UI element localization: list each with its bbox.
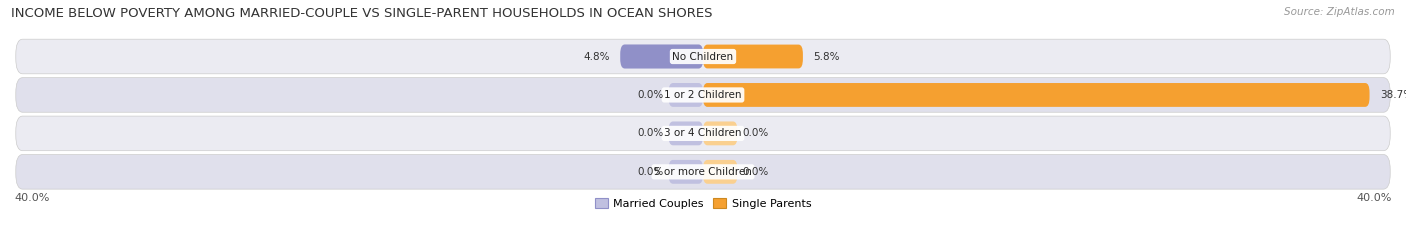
Legend: Married Couples, Single Parents: Married Couples, Single Parents: [591, 194, 815, 213]
FancyBboxPatch shape: [620, 45, 703, 69]
FancyBboxPatch shape: [703, 160, 738, 184]
Text: 40.0%: 40.0%: [14, 193, 49, 203]
FancyBboxPatch shape: [703, 83, 1369, 107]
Text: 1 or 2 Children: 1 or 2 Children: [664, 90, 742, 100]
Text: Source: ZipAtlas.com: Source: ZipAtlas.com: [1284, 7, 1395, 17]
FancyBboxPatch shape: [703, 45, 803, 69]
FancyBboxPatch shape: [669, 160, 703, 184]
Text: 3 or 4 Children: 3 or 4 Children: [664, 128, 742, 138]
FancyBboxPatch shape: [15, 78, 1391, 112]
Text: 4.8%: 4.8%: [583, 51, 610, 62]
Text: 0.0%: 0.0%: [742, 128, 769, 138]
FancyBboxPatch shape: [15, 116, 1391, 151]
Text: 5 or more Children: 5 or more Children: [654, 167, 752, 177]
Text: 0.0%: 0.0%: [637, 167, 664, 177]
FancyBboxPatch shape: [620, 45, 703, 69]
FancyBboxPatch shape: [669, 121, 703, 145]
Text: INCOME BELOW POVERTY AMONG MARRIED-COUPLE VS SINGLE-PARENT HOUSEHOLDS IN OCEAN S: INCOME BELOW POVERTY AMONG MARRIED-COUPL…: [11, 7, 713, 20]
Text: 40.0%: 40.0%: [1357, 193, 1392, 203]
Text: 0.0%: 0.0%: [637, 128, 664, 138]
Text: 5.8%: 5.8%: [813, 51, 839, 62]
FancyBboxPatch shape: [15, 39, 1391, 74]
FancyBboxPatch shape: [703, 121, 738, 145]
Text: 0.0%: 0.0%: [637, 90, 664, 100]
FancyBboxPatch shape: [669, 83, 703, 107]
Text: 38.7%: 38.7%: [1379, 90, 1406, 100]
Text: No Children: No Children: [672, 51, 734, 62]
FancyBboxPatch shape: [15, 154, 1391, 189]
Text: 0.0%: 0.0%: [742, 167, 769, 177]
